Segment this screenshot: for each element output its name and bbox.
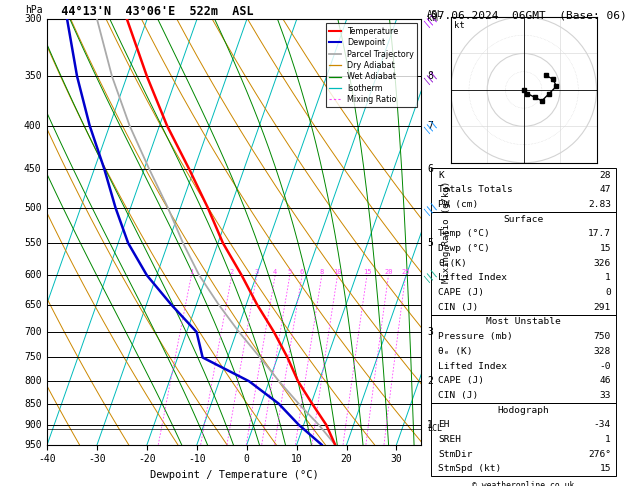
Text: 8: 8	[320, 269, 324, 275]
Text: -34: -34	[594, 420, 611, 429]
Text: Temp (°C): Temp (°C)	[438, 229, 490, 238]
Text: CIN (J): CIN (J)	[438, 303, 479, 312]
Text: 700: 700	[24, 327, 42, 337]
Text: |||: |||	[422, 200, 440, 216]
Text: 276°: 276°	[588, 450, 611, 459]
Text: θₑ (K): θₑ (K)	[438, 347, 473, 356]
Text: LCL: LCL	[427, 424, 442, 434]
Text: 600: 600	[24, 270, 42, 280]
X-axis label: Dewpoint / Temperature (°C): Dewpoint / Temperature (°C)	[150, 470, 319, 480]
Text: 46: 46	[599, 376, 611, 385]
Text: Pressure (mb): Pressure (mb)	[438, 332, 513, 341]
Text: 800: 800	[24, 376, 42, 386]
Text: StmSpd (kt): StmSpd (kt)	[438, 465, 501, 473]
Text: 2.83: 2.83	[588, 200, 611, 209]
Text: 33: 33	[599, 391, 611, 400]
Text: Most Unstable: Most Unstable	[486, 317, 561, 327]
Text: θₑ(K): θₑ(K)	[438, 259, 467, 268]
Text: 2: 2	[427, 376, 433, 386]
Text: 328: 328	[594, 347, 611, 356]
Text: Totals Totals: Totals Totals	[438, 185, 513, 194]
Text: Dewp (°C): Dewp (°C)	[438, 244, 490, 253]
Text: 20: 20	[384, 269, 392, 275]
Text: 400: 400	[24, 121, 42, 131]
Text: 6: 6	[427, 164, 433, 174]
Text: 15: 15	[599, 244, 611, 253]
Text: 300: 300	[24, 15, 42, 24]
Text: |||: |||	[422, 117, 440, 134]
Text: K: K	[438, 171, 444, 179]
Bar	[431, 212, 616, 314]
Text: 550: 550	[24, 238, 42, 248]
Text: CAPE (J): CAPE (J)	[438, 288, 484, 297]
Text: PW (cm): PW (cm)	[438, 200, 479, 209]
Text: StmDir: StmDir	[438, 450, 473, 459]
Text: 47: 47	[599, 185, 611, 194]
Text: Surface: Surface	[504, 215, 543, 224]
Text: 3: 3	[255, 269, 259, 275]
Text: 350: 350	[24, 71, 42, 81]
Text: 1: 1	[605, 274, 611, 282]
Text: 1: 1	[427, 420, 433, 430]
Bar	[431, 168, 616, 212]
Text: |||: |||	[422, 68, 440, 85]
Text: 291: 291	[594, 303, 611, 312]
Text: 450: 450	[24, 164, 42, 174]
Text: km: km	[427, 14, 438, 23]
Text: 650: 650	[24, 300, 42, 310]
Text: 850: 850	[24, 399, 42, 409]
Text: kt: kt	[454, 21, 465, 30]
Text: 750: 750	[24, 352, 42, 363]
Text: Hodograph: Hodograph	[498, 406, 550, 415]
Text: 07.06.2024  06GMT  (Base: 06): 07.06.2024 06GMT (Base: 06)	[431, 11, 626, 21]
Text: 2: 2	[230, 269, 234, 275]
Text: 8: 8	[427, 71, 433, 81]
Text: 10: 10	[333, 269, 342, 275]
Text: 4: 4	[273, 269, 277, 275]
Text: |||: |||	[422, 11, 440, 28]
Text: 3: 3	[427, 327, 433, 337]
Text: 5: 5	[427, 238, 433, 248]
Text: 25: 25	[401, 269, 410, 275]
Text: 1: 1	[605, 435, 611, 444]
Bar	[431, 314, 616, 403]
Bar	[431, 403, 616, 476]
Text: Lifted Index: Lifted Index	[438, 362, 507, 370]
Text: hPa: hPa	[25, 5, 42, 15]
Text: 0: 0	[605, 288, 611, 297]
Text: 17.7: 17.7	[588, 229, 611, 238]
Text: 326: 326	[594, 259, 611, 268]
Text: CAPE (J): CAPE (J)	[438, 376, 484, 385]
Text: © weatheronline.co.uk: © weatheronline.co.uk	[472, 481, 575, 486]
Text: Mixing Ratio (g/kg): Mixing Ratio (g/kg)	[442, 181, 451, 283]
Text: 750: 750	[594, 332, 611, 341]
Text: ASL: ASL	[427, 10, 443, 19]
Text: 950: 950	[24, 440, 42, 450]
Text: 7: 7	[427, 121, 433, 131]
Text: 1: 1	[189, 269, 194, 275]
Text: 15: 15	[599, 465, 611, 473]
Text: -0: -0	[599, 362, 611, 370]
Text: 900: 900	[24, 420, 42, 430]
Text: Lifted Index: Lifted Index	[438, 274, 507, 282]
Text: 28: 28	[599, 171, 611, 179]
Text: SREH: SREH	[438, 435, 461, 444]
Text: 500: 500	[24, 203, 42, 213]
Legend: Temperature, Dewpoint, Parcel Trajectory, Dry Adiabat, Wet Adiabat, Isotherm, Mi: Temperature, Dewpoint, Parcel Trajectory…	[326, 23, 418, 107]
Text: CIN (J): CIN (J)	[438, 391, 479, 400]
Text: EH: EH	[438, 420, 450, 429]
Text: 6: 6	[300, 269, 304, 275]
Text: 15: 15	[363, 269, 371, 275]
Text: 44°13'N  43°06'E  522m  ASL: 44°13'N 43°06'E 522m ASL	[47, 5, 253, 18]
Text: |||: |||	[422, 267, 440, 283]
Text: 5: 5	[287, 269, 292, 275]
